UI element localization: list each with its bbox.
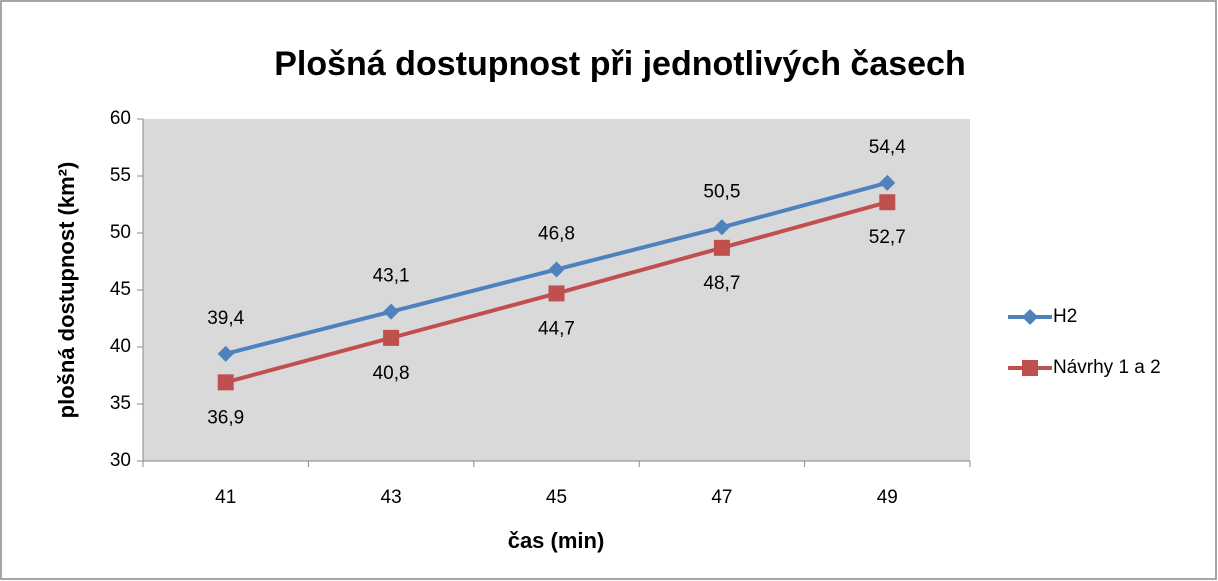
y-tick-label: 55 [110,165,131,186]
y-tick-label: 35 [110,393,131,414]
data-point [879,174,896,191]
data-point [879,194,896,211]
x-axis-label: čas (min) [508,528,605,553]
y-tick-label: 30 [110,450,131,471]
y-tick-label: 40 [110,336,131,357]
data-point [713,239,730,256]
data-point [383,329,400,346]
data-label: 44,7 [538,318,575,339]
legend-label: H2 [1053,306,1077,327]
data-label: 43,1 [373,266,410,287]
legend-label: Návrhy 1 a 2 [1053,357,1161,378]
data-point [217,345,234,362]
chart-title: Plošná dostupnost při jednotlivých časec… [274,45,965,83]
data-label: 36,9 [207,407,244,428]
data-label: 46,8 [538,223,575,244]
y-tick-label: 60 [110,108,131,129]
legend-marker [1022,309,1038,325]
data-point [548,261,565,278]
y-axis-label: plošná dostupnost (km²) [54,162,79,419]
data-point [548,285,565,302]
data-label: 39,4 [207,308,244,329]
data-label: 48,7 [703,273,740,294]
x-tick-label: 49 [877,487,898,508]
y-tick-label: 50 [110,222,131,243]
legend-marker [1022,360,1038,376]
x-tick-label: 47 [711,487,732,508]
data-point [383,303,400,320]
x-tick-label: 45 [546,487,567,508]
data-label: 52,7 [869,227,906,248]
data-point [713,219,730,236]
data-point [217,374,234,391]
data-label: 50,5 [703,181,740,202]
data-label: 40,8 [373,363,410,384]
data-label: 54,4 [869,137,906,158]
x-tick-label: 43 [381,487,402,508]
y-tick-label: 45 [110,279,131,300]
x-tick-label: 41 [215,487,236,508]
